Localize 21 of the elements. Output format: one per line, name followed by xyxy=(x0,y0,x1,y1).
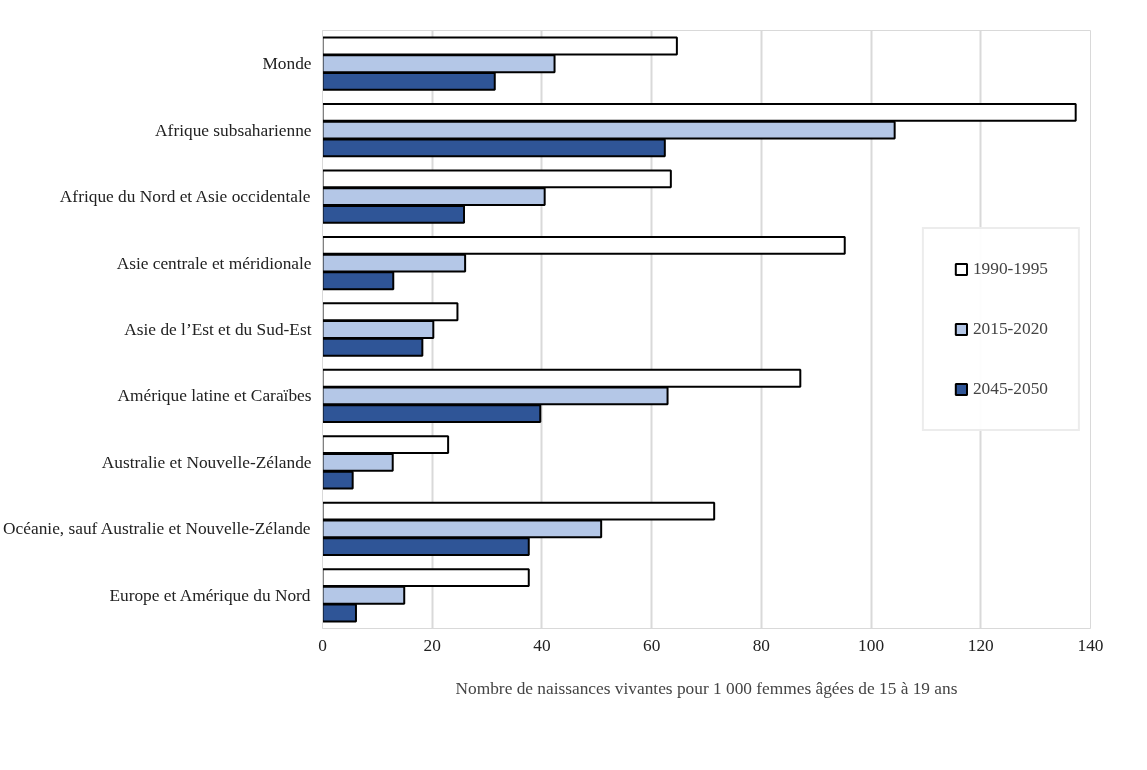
y-tick-label: Afrique du Nord et Asie occidentale xyxy=(59,187,311,207)
y-tick-label: Océanie, sauf Australie et Nouvelle-Zélande xyxy=(3,519,311,539)
y-tick-label: Monde xyxy=(262,54,312,74)
y-tick-label: Afrique subsaharienne xyxy=(155,120,312,140)
x-tick-label: 100 xyxy=(858,635,885,655)
y-tick-label: Australie et Nouvelle-Zélande xyxy=(101,452,312,472)
x-tick-label: 80 xyxy=(752,635,771,655)
y-tick-label: Asie de l’Est et du Sud-Est xyxy=(124,320,312,339)
x-tick-label: 40 xyxy=(533,635,551,655)
x-tick-label: 0 xyxy=(318,635,327,655)
x-tick-label: 140 xyxy=(1077,635,1104,655)
x-tick-label: 60 xyxy=(642,635,661,655)
x-tick-label: 120 xyxy=(967,635,994,655)
y-tick-label: Europe et Amérique du Nord xyxy=(109,585,311,605)
legend-label: 2045-2050 xyxy=(972,379,1048,399)
y-tick-label: Amérique latine et Caraïbes xyxy=(117,386,312,406)
y-tick-label: Asie centrale et méridionale xyxy=(116,253,312,273)
x-tick-label: 20 xyxy=(423,635,441,655)
legend-label: 2015-2020 xyxy=(972,319,1048,339)
x-axis-title: Nombre de naissances vivantes pour 1 000 femmes âgées de 15 à 19 ans xyxy=(455,678,958,698)
legend-label: 1990-1995 xyxy=(972,259,1048,279)
